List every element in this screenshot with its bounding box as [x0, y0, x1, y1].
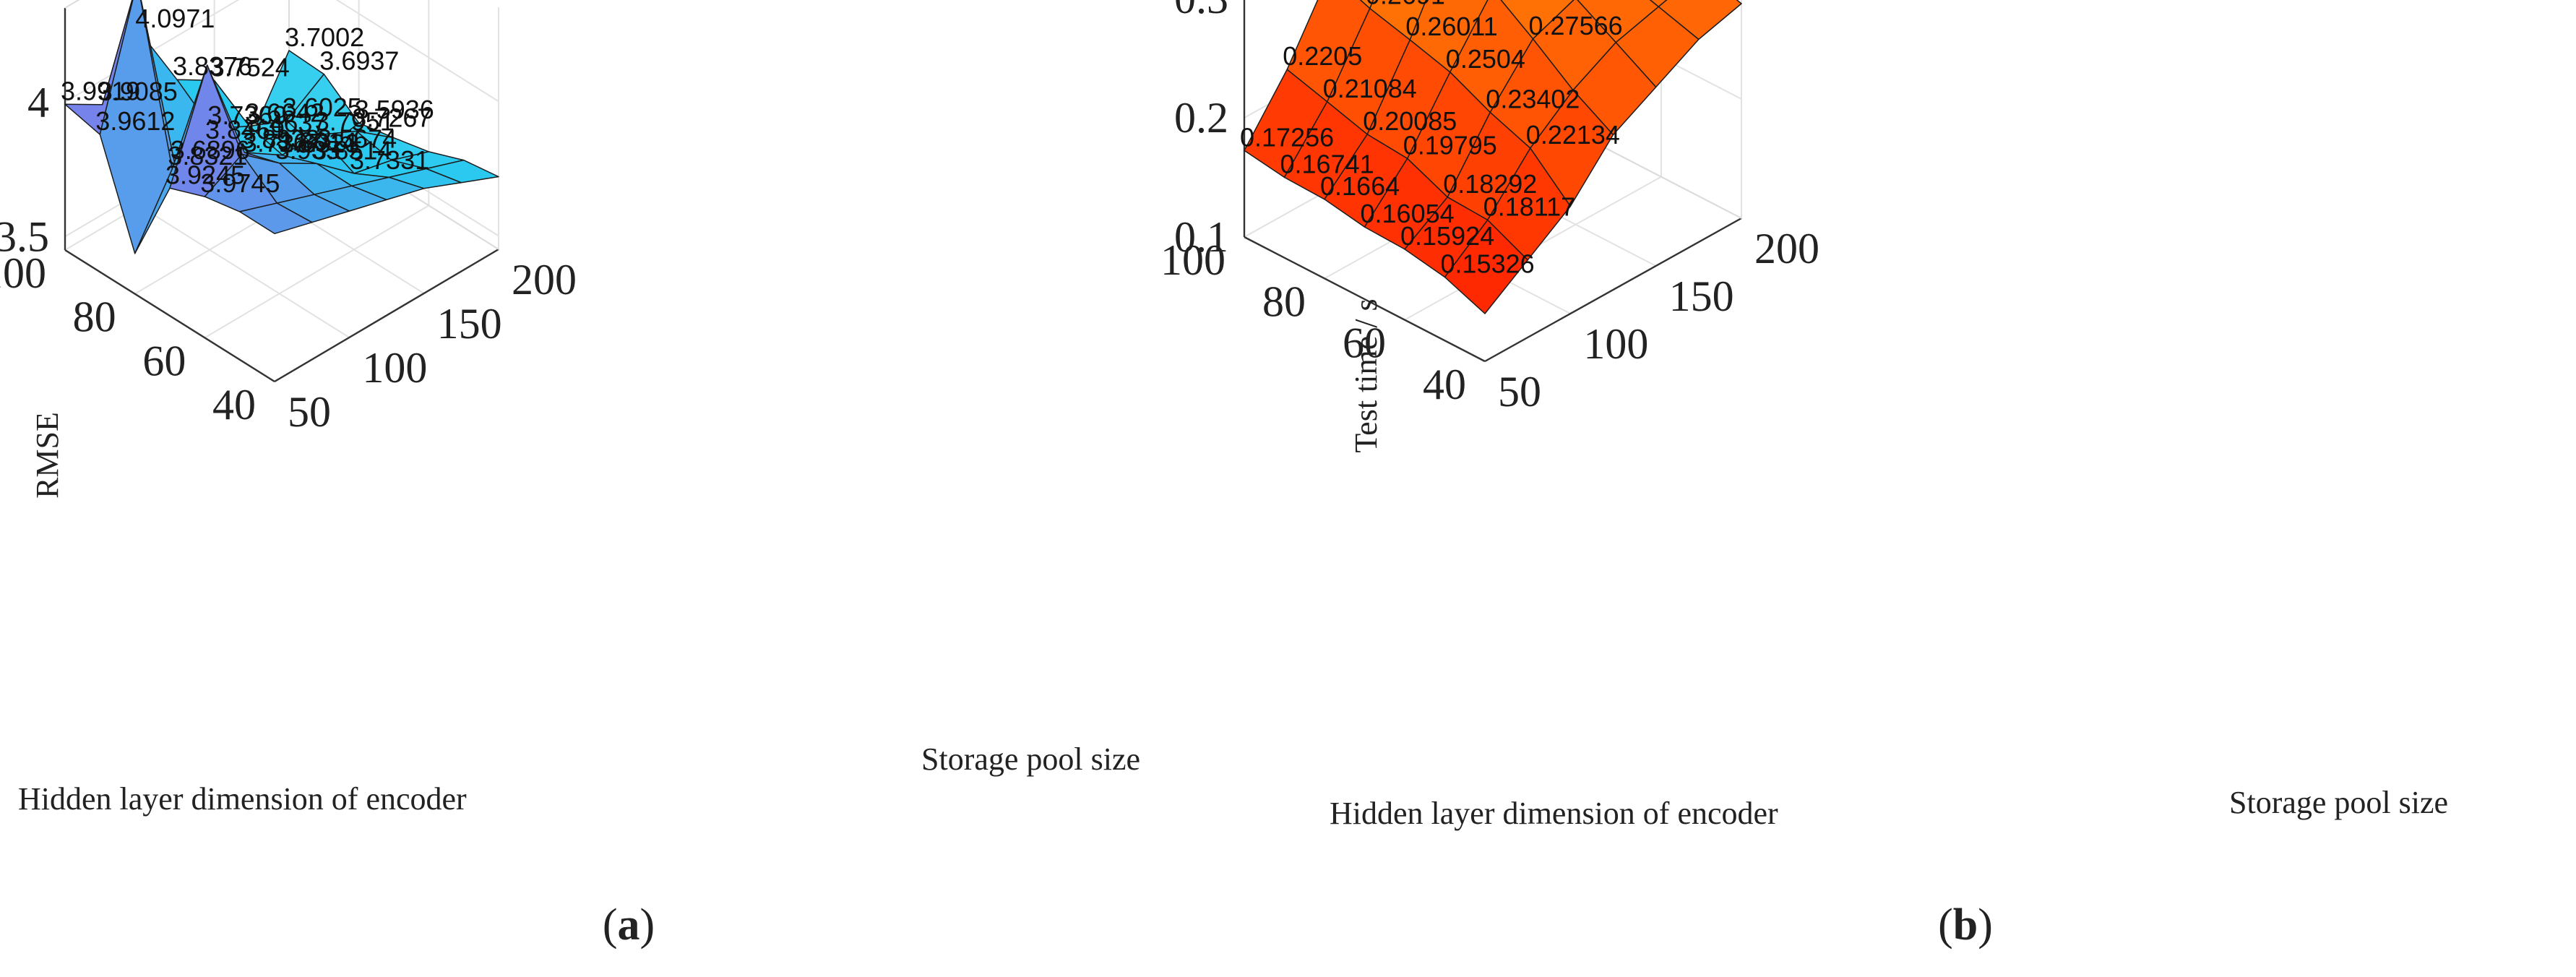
data-label: 3.9245: [165, 160, 245, 189]
data-label: 3.8469: [205, 115, 285, 145]
surface-patch: [1359, 0, 1374, 9]
data-label: 3.8014: [277, 127, 357, 157]
z-axis-label: Test time / s: [1348, 298, 1384, 452]
data-label: 3.7369: [207, 100, 287, 130]
data-label: 3.9745: [200, 168, 280, 198]
data-label: 3.6642: [245, 98, 324, 128]
y-tick-label: 100: [0, 249, 46, 297]
z-tick-label: 0.2: [1174, 94, 1228, 142]
panel-letter: b: [1953, 900, 1978, 950]
x-axis-label: Storage pool size: [921, 741, 1140, 777]
data-label: 3.7002: [285, 22, 364, 52]
axis-line: [1244, 236, 1486, 363]
axis-box: [1243, 0, 1742, 363]
data-label: 0.26011: [1405, 12, 1497, 41]
surface-patch: [238, 202, 313, 235]
data-label: 0.18117: [1483, 191, 1575, 221]
data-label: 0.19795: [1403, 130, 1497, 160]
data-label: 0.15924: [1400, 221, 1494, 251]
x-tick-label: 50: [288, 388, 331, 436]
y-tick-label: 60: [142, 337, 186, 384]
tick-labels: 501001502004060801003.54: [0, 78, 577, 436]
data-label: 3.7524: [210, 52, 290, 82]
data-label: 0.23402: [1486, 85, 1580, 114]
data-label: 3.5674: [317, 124, 397, 154]
x-tick-label: 150: [437, 300, 502, 348]
x-tick-label: 150: [1669, 272, 1734, 320]
surface-patches: [1244, 0, 1742, 314]
axis-line: [274, 248, 499, 383]
data-label: 0.2504: [1446, 44, 1525, 74]
data-label: 0.27566: [1529, 11, 1623, 40]
y-tick-label: 40: [1423, 361, 1466, 408]
z-axis-label: RMSE: [30, 412, 65, 499]
data-label: 3.6896: [171, 135, 250, 165]
data-label: 3.7167: [243, 128, 322, 158]
grid-line: [204, 205, 429, 339]
y-axis-label: Hidden layer dimension of encoder: [18, 781, 467, 817]
data-label: 3.9919: [61, 76, 140, 106]
data-label: 3.7951: [315, 107, 395, 137]
data-label: 3.7267: [352, 103, 431, 133]
y-tick-label: 40: [212, 381, 256, 429]
y-axis-label: Hidden layer dimension of encoder: [1330, 796, 1778, 831]
data-label: 0.21084: [1323, 74, 1417, 103]
x-tick-label: 100: [362, 344, 427, 392]
data-label: 3.6025: [283, 92, 362, 122]
grid-line: [139, 205, 350, 338]
x-tick-label: 200: [1754, 225, 1819, 272]
data-label: 3.5936: [355, 95, 434, 124]
x-axis-label: Storage pool size: [2229, 785, 2448, 820]
y-tick-label: 80: [73, 293, 116, 341]
data-label: 3.8376: [173, 51, 252, 81]
data-label: 0.18292: [1443, 169, 1537, 199]
surface-patch: [1649, 0, 1668, 8]
data-label: 3.7331: [350, 145, 429, 175]
x-tick-label: 100: [1583, 320, 1648, 368]
data-label: 0.2205: [1283, 41, 1362, 71]
data-label: 0.16741: [1280, 149, 1374, 178]
data-label: 3.8932: [240, 124, 319, 154]
data-label: 3.9612: [95, 106, 175, 136]
data-label: 3.8514: [312, 135, 392, 165]
axis-line: [1484, 217, 1742, 363]
data-label: 0.20085: [1363, 106, 1457, 136]
y-tick-label: 60: [1343, 319, 1386, 367]
data-label: 3.6937: [319, 46, 399, 76]
data-label: 4.0971: [135, 4, 215, 33]
y-tick-label: 100: [1160, 236, 1225, 284]
data-label: 0.16054: [1361, 199, 1455, 228]
panel-caption: (a): [603, 900, 655, 950]
data-label: 3.9085: [98, 77, 178, 106]
data-label: 0.1664: [1320, 171, 1400, 201]
data-label: 3.6323: [280, 129, 359, 158]
surface-patch: [64, 0, 134, 135]
data-label: 0.17256: [1240, 122, 1334, 152]
data-label: 3.8321: [168, 141, 247, 171]
z-tick-label: 4: [27, 78, 49, 126]
data-label: 3.935: [275, 135, 340, 165]
panel-letter: a: [618, 900, 640, 950]
y-tick-label: 80: [1262, 277, 1306, 325]
surface-patches: [64, 0, 499, 254]
data-label: 0.15326: [1441, 249, 1535, 279]
axis-line: [64, 249, 275, 383]
z-tick-label: 0.3: [1174, 0, 1228, 22]
data-label: 0.22134: [1526, 120, 1620, 150]
data-label: 3.4637: [247, 108, 327, 137]
x-tick-label: 50: [1498, 368, 1541, 416]
panel-caption: (b): [1938, 900, 1993, 950]
data-labels: 0.172560.22050.281740.357290.41780.40780…: [1240, 0, 1623, 279]
data-label: 0.2691: [1366, 0, 1445, 10]
axis-box: [64, 8, 499, 383]
panel-b-test-time-surface: 0.172560.22050.281740.357290.41780.40780…: [1160, 0, 2448, 950]
z-tick-label: 0.1: [1174, 213, 1228, 261]
z-tick-label: 3.5: [0, 212, 49, 260]
x-tick-label: 200: [512, 256, 577, 304]
surface-patch: [1444, 219, 1528, 314]
